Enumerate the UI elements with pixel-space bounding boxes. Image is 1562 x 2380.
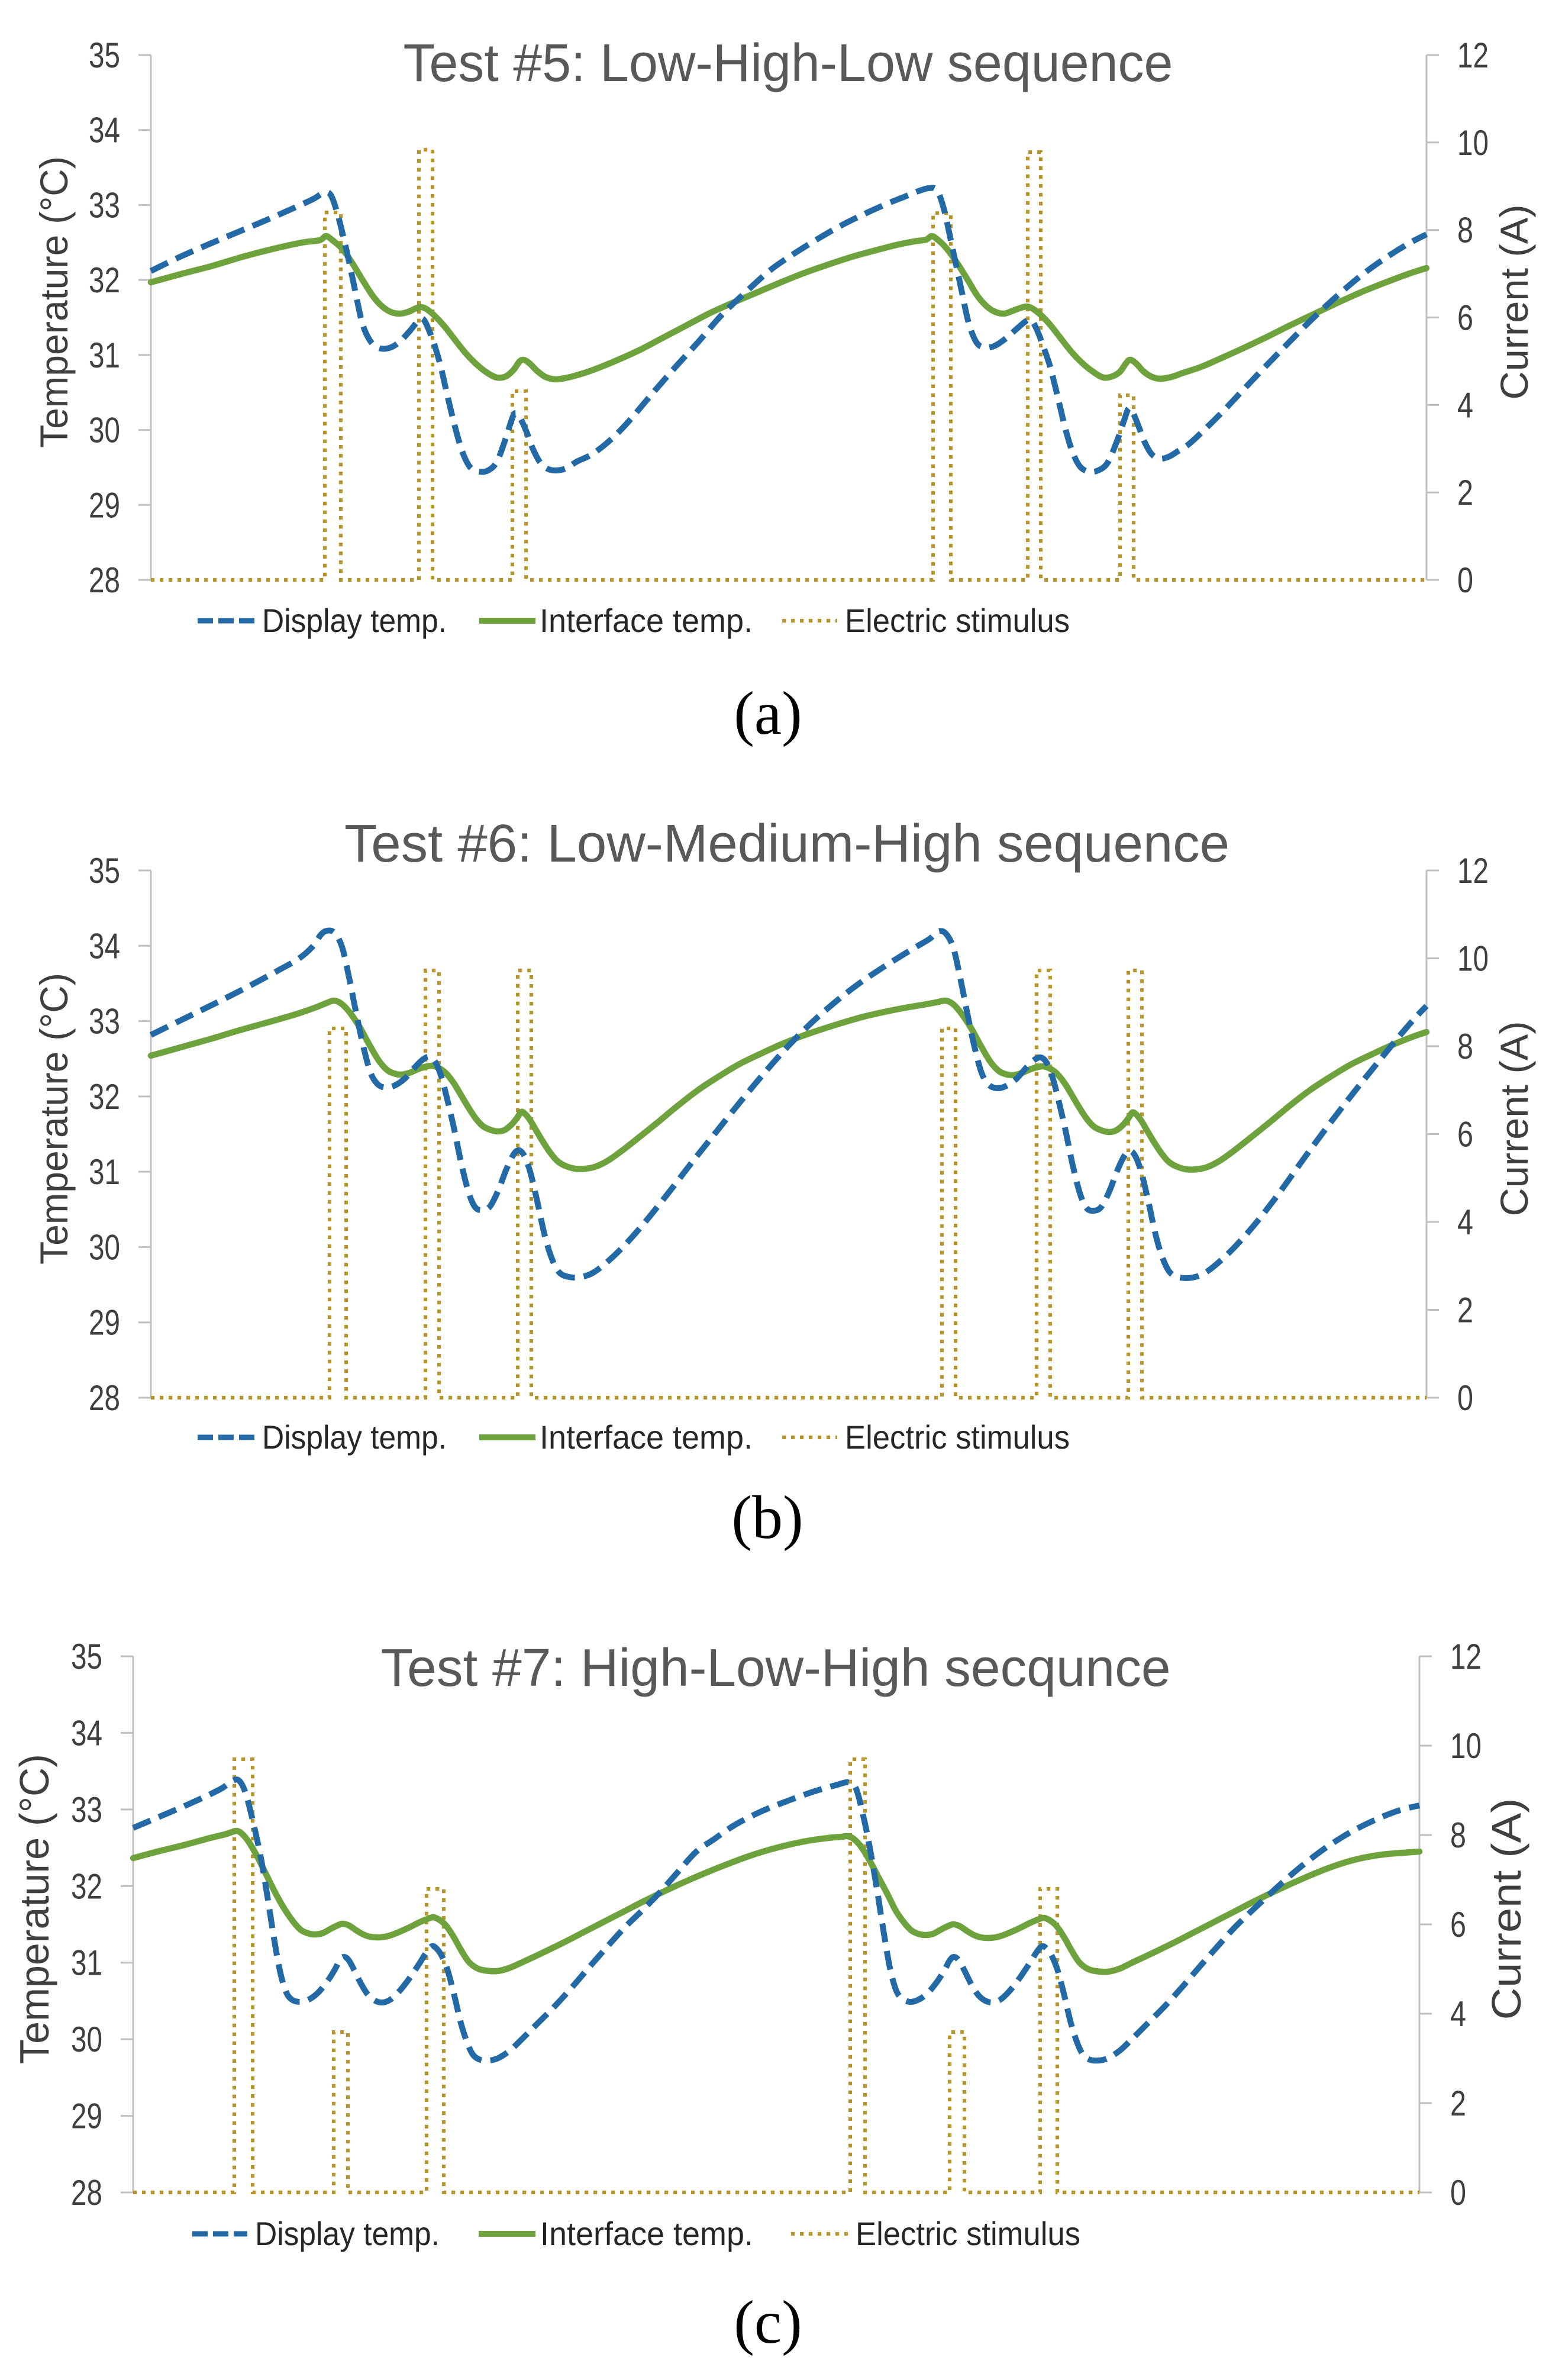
svg-text:Interface temp.: Interface temp. <box>540 2215 753 2252</box>
svg-text:34: 34 <box>71 1713 102 1753</box>
svg-text:32: 32 <box>89 260 120 300</box>
svg-text:4: 4 <box>1450 1994 1466 2034</box>
svg-text:Current (A): Current (A) <box>1492 205 1536 400</box>
svg-text:4: 4 <box>1457 1202 1473 1242</box>
svg-text:12: 12 <box>1450 1637 1482 1676</box>
svg-text:Current (A): Current (A) <box>1483 1798 1529 2020</box>
svg-text:Temperature (°C): Temperature (°C) <box>11 1754 57 2064</box>
svg-text:30: 30 <box>89 411 120 450</box>
svg-text:Test #7: High-Low-High secqunc: Test #7: High-Low-High secqunce <box>381 1639 1171 1698</box>
svg-text:32: 32 <box>71 1866 102 1906</box>
svg-text:28: 28 <box>89 560 120 600</box>
svg-text:35: 35 <box>89 851 120 891</box>
svg-text:Test #6: Low-Medium-High seque: Test #6: Low-Medium-High sequence <box>344 814 1229 873</box>
svg-text:Temperature (°C): Temperature (°C) <box>32 156 76 448</box>
svg-text:2: 2 <box>1450 2084 1466 2123</box>
svg-text:(b): (b) <box>731 1484 803 1552</box>
svg-text:33: 33 <box>89 1002 120 1041</box>
svg-text:0: 0 <box>1457 1378 1473 1418</box>
svg-text:10: 10 <box>1450 1726 1482 1766</box>
svg-text:30: 30 <box>89 1227 120 1267</box>
svg-text:34: 34 <box>89 111 120 150</box>
svg-text:10: 10 <box>1457 939 1489 979</box>
svg-text:34: 34 <box>89 926 120 966</box>
svg-text:33: 33 <box>89 185 120 225</box>
svg-text:29: 29 <box>89 1303 120 1343</box>
svg-text:2: 2 <box>1457 473 1473 512</box>
svg-text:Electric stimulus: Electric stimulus <box>856 2215 1080 2252</box>
svg-text:8: 8 <box>1457 211 1473 250</box>
svg-text:28: 28 <box>89 1378 120 1418</box>
svg-text:31: 31 <box>89 1152 120 1192</box>
svg-text:6: 6 <box>1457 1115 1473 1154</box>
svg-text:Interface temp.: Interface temp. <box>540 602 753 639</box>
svg-text:Display temp.: Display temp. <box>255 2215 440 2252</box>
svg-text:12: 12 <box>1457 36 1489 75</box>
svg-text:6: 6 <box>1457 298 1473 338</box>
svg-text:Current (A): Current (A) <box>1492 1021 1536 1217</box>
svg-text:8: 8 <box>1450 1815 1466 1855</box>
svg-text:8: 8 <box>1457 1027 1473 1066</box>
svg-text:(c): (c) <box>734 2288 802 2356</box>
svg-text:12: 12 <box>1457 851 1489 891</box>
svg-text:Temperature (°C): Temperature (°C) <box>32 973 76 1265</box>
svg-text:4: 4 <box>1457 385 1473 425</box>
svg-text:33: 33 <box>71 1790 102 1830</box>
svg-text:0: 0 <box>1457 560 1473 600</box>
svg-text:Interface temp.: Interface temp. <box>540 1418 753 1456</box>
svg-text:6: 6 <box>1450 1905 1466 1944</box>
svg-text:Display temp.: Display temp. <box>262 602 447 639</box>
svg-text:2: 2 <box>1457 1291 1473 1330</box>
svg-text:32: 32 <box>89 1077 120 1117</box>
svg-text:10: 10 <box>1457 123 1489 163</box>
svg-text:35: 35 <box>89 36 120 75</box>
svg-text:29: 29 <box>89 485 120 525</box>
svg-text:Test #5: Low-High-Low sequence: Test #5: Low-High-Low sequence <box>404 34 1173 93</box>
svg-text:(a): (a) <box>734 679 802 747</box>
svg-text:31: 31 <box>89 336 120 375</box>
svg-text:31: 31 <box>71 1943 102 1983</box>
svg-text:29: 29 <box>71 2097 102 2136</box>
svg-text:Display temp.: Display temp. <box>262 1418 447 1456</box>
svg-text:35: 35 <box>71 1637 102 1676</box>
svg-text:Electric stimulus: Electric stimulus <box>845 1418 1070 1456</box>
svg-text:Electric stimulus: Electric stimulus <box>845 602 1070 639</box>
svg-text:0: 0 <box>1450 2173 1466 2213</box>
svg-text:28: 28 <box>71 2173 102 2213</box>
svg-text:30: 30 <box>71 2020 102 2059</box>
